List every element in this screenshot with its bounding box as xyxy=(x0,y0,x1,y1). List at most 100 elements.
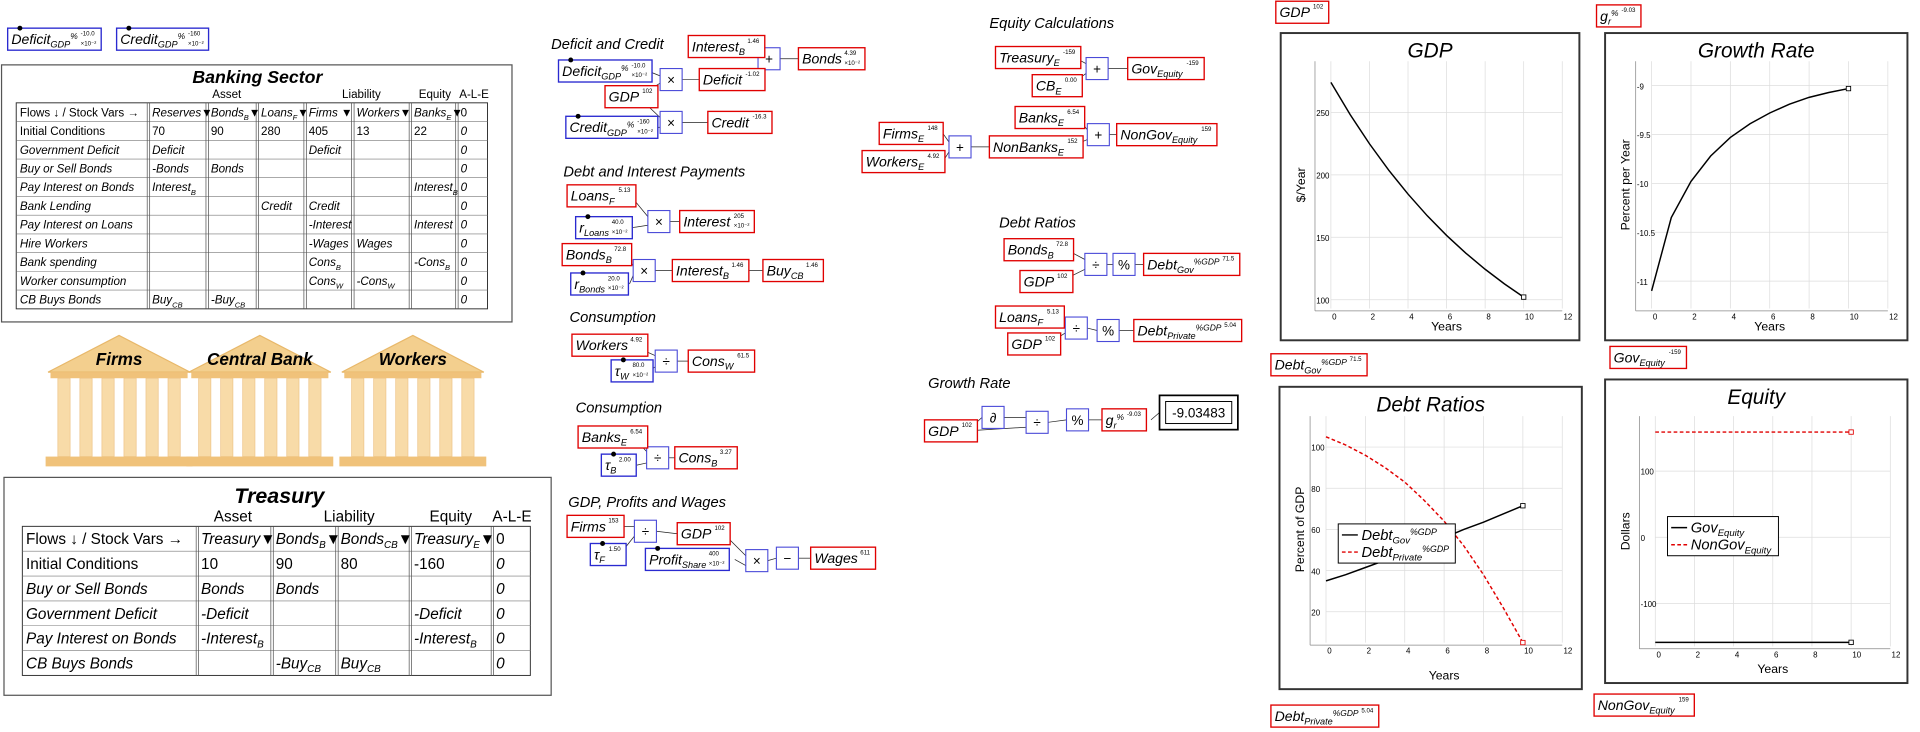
text-sub: Gov xyxy=(1392,535,1411,546)
text-sub: E xyxy=(473,540,480,551)
node-value: -160 xyxy=(637,119,650,126)
parameter-node: CreditGDP% -160 ×10⁻² xyxy=(115,25,210,51)
table-cell: Buy or Sell Bonds xyxy=(20,162,112,175)
node-label: τW xyxy=(615,363,630,382)
building-column xyxy=(198,377,212,457)
node-label: NonGovEquity xyxy=(1120,127,1198,146)
node-box xyxy=(610,359,654,383)
x-axis-label: Years xyxy=(1754,320,1785,334)
node-value: -1.02 xyxy=(746,71,761,78)
table-cell: 0 xyxy=(461,294,468,307)
text-run: 0 xyxy=(461,256,468,269)
node-box xyxy=(557,59,653,83)
text-run: 405 xyxy=(309,125,328,138)
display-value: -9.03483 xyxy=(1172,405,1225,420)
x-tick-label: 0 xyxy=(1327,647,1332,656)
node-value: -10.0 xyxy=(81,30,96,37)
variable-node: GovEquity-159 xyxy=(1609,345,1688,370)
section-heading: GDP, Profits and Wages xyxy=(568,495,726,511)
node-label: DebtPrivate%GDP xyxy=(1137,322,1221,341)
building-column xyxy=(439,377,453,457)
table-cell: 22 xyxy=(414,125,427,138)
operator-box xyxy=(632,258,656,283)
table-cell: 0 xyxy=(496,655,505,672)
text-run: Bank Lending xyxy=(20,200,92,213)
building-column xyxy=(395,377,409,457)
text-t: Bonds xyxy=(341,531,385,548)
table-cell: -InterestB xyxy=(201,631,264,651)
node-label: DeficitGDP% xyxy=(562,63,629,82)
text-end: ▼ xyxy=(451,106,463,119)
node-box xyxy=(600,453,637,477)
node-value: 102 xyxy=(642,88,653,95)
variable-node: GDP 102 xyxy=(923,419,979,443)
text-t: Banks xyxy=(1019,109,1058,125)
text-sub: B xyxy=(470,639,477,650)
section-heading: Consumption xyxy=(570,310,656,326)
node-label: DeficitGDP% xyxy=(11,31,78,50)
node-label: DebtGov%GDP xyxy=(1147,256,1220,275)
y-tick-label: -9.5 xyxy=(1637,131,1651,140)
column-group: Liability xyxy=(342,88,381,101)
node-box xyxy=(566,184,637,208)
text-t: Debt xyxy=(1275,357,1306,373)
text-sub: E xyxy=(446,113,452,122)
variable-node: Interest 205 ×10⁻² xyxy=(679,209,755,234)
y-tick-label: 100 xyxy=(1316,296,1330,305)
table-cell: Wages xyxy=(357,237,393,250)
variable-node: Bonds 4.39 ×10⁻² xyxy=(797,47,866,71)
text-t: Workers xyxy=(576,337,628,353)
table-cell: 0 xyxy=(461,200,468,213)
text-sub: Private xyxy=(1167,331,1195,341)
text-sub: CB xyxy=(791,271,804,281)
legend-box xyxy=(1667,516,1779,557)
operator-box xyxy=(745,549,769,573)
node-value: 80.0 xyxy=(633,362,645,369)
table-cell: Initial Conditions xyxy=(20,125,105,138)
x-tick-label: 0 xyxy=(1653,312,1658,321)
text-t: GDP xyxy=(1024,273,1055,289)
operator-symbol: + xyxy=(765,52,773,67)
building-column xyxy=(145,377,159,457)
text-sup: %GDP xyxy=(1333,708,1359,718)
text-sub: r xyxy=(1608,16,1612,26)
operator-box xyxy=(659,110,683,134)
text-run: Initial Conditions xyxy=(20,125,105,138)
operator-box xyxy=(1086,123,1110,147)
wire xyxy=(1087,327,1098,331)
y-tick-label: -10 xyxy=(1637,180,1649,189)
text-run: 0 xyxy=(461,144,468,157)
text-sub: CB xyxy=(307,664,321,675)
node-scale: ×10⁻² xyxy=(632,72,648,79)
text-t: NonGov xyxy=(1598,697,1651,713)
table-cell: BuyCB xyxy=(341,655,382,675)
text-sub: GDP xyxy=(158,40,179,50)
operator-symbol: ÷ xyxy=(663,354,670,369)
wire xyxy=(942,133,950,143)
operator-box xyxy=(1085,56,1109,81)
series-line xyxy=(1330,82,1525,298)
building-label: Workers xyxy=(379,349,447,369)
text-t: Buy xyxy=(767,262,792,278)
x-tick-label: 8 xyxy=(1485,647,1490,656)
table-cell: Pay Interest on Bonds xyxy=(26,631,177,648)
column-group: Equity xyxy=(419,88,451,101)
node-label: BondsB xyxy=(1008,242,1054,261)
y-tick-label: 250 xyxy=(1316,109,1330,118)
text-run: Interest xyxy=(414,219,453,232)
table-cell: Interest xyxy=(414,219,453,232)
text-sup: % xyxy=(1611,8,1619,18)
node-label: GovEquity xyxy=(1131,60,1184,79)
x-tick-label: 6 xyxy=(1445,647,1450,656)
node-label: Bonds xyxy=(802,51,842,67)
node-value: 5.04 xyxy=(1361,707,1373,714)
node-label: Firms xyxy=(571,518,606,534)
operator-box xyxy=(647,209,671,234)
operator-symbol: ÷ xyxy=(1033,415,1040,430)
building: Workers xyxy=(339,334,487,467)
end-marker xyxy=(1521,294,1527,300)
text-t: Debt xyxy=(1137,322,1168,338)
text-t: NonGov xyxy=(1691,538,1746,554)
